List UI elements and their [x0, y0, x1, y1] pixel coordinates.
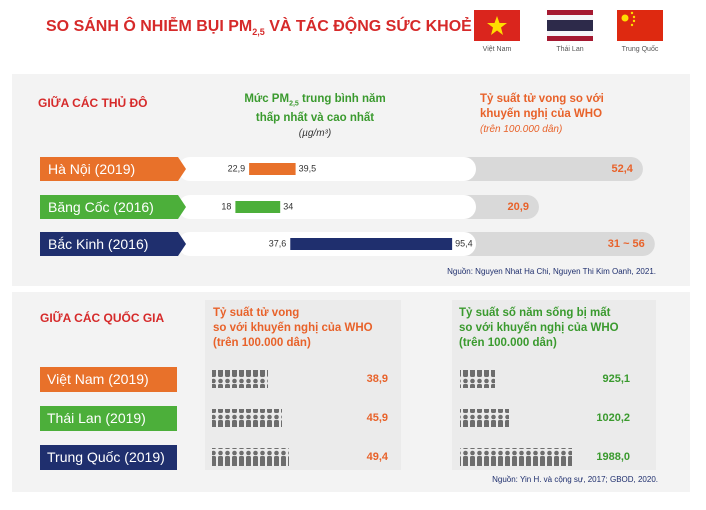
yll-header: Tỷ suất số năm sống bị mất so với khuyến…	[459, 306, 619, 351]
yll-value: 1020,2	[596, 412, 630, 424]
flag-star	[632, 15, 636, 19]
header-note: (µg/m³)	[298, 128, 332, 140]
mortality-header: Tỷ suất tử vong so với khuyến nghị của W…	[213, 306, 373, 351]
mortality-label: 20,9	[508, 201, 529, 213]
yll-value: 925,1	[602, 373, 630, 385]
header-note: (trên 100.000 dân)	[480, 124, 563, 135]
pm-min-label: 22,9	[228, 163, 246, 173]
header-text: thấp nhất và cao nhất	[255, 112, 375, 125]
row-label: Việt Nam (2019)	[40, 367, 177, 392]
icons	[460, 370, 495, 388]
flag-label: Thái Lan	[556, 46, 584, 53]
capitals-chart: 22,9 39,5 52,4 18 34 20,9 37,6 95,4 31 ~ 56	[178, 157, 655, 256]
section-heading: GIỮA CÁC THỦ ĐÔ	[38, 96, 148, 110]
row-label: Trung Quốc (2019)	[40, 445, 177, 470]
section-heading: GIỮA CÁC QUỐC GIA	[40, 311, 165, 325]
pm-min-label: 18	[221, 201, 231, 211]
header-text: Tỷ suất tử vong	[213, 307, 300, 319]
pm-min-label: 37,6	[269, 238, 287, 248]
title-text: VÀ TÁC ĐỘNG SỨC KHOẺ	[264, 18, 472, 35]
source: Nguồn: Yin H. và cộng sự, 2017; GBOD, 20…	[492, 475, 658, 484]
icons	[212, 409, 282, 427]
mortality-header: Tỷ suất tử vong so với khuyến nghị của W…	[480, 92, 604, 137]
flag-star	[630, 23, 634, 27]
yll-value: 1988,0	[596, 451, 630, 463]
source: Nguồn: Nguyen Nhat Ha Chi, Nguyen Thi Ki…	[447, 267, 656, 276]
header-text: trung bình năm	[298, 93, 386, 105]
pm-max-label: 95,4	[455, 238, 473, 248]
mortality-pill	[440, 157, 643, 181]
icons	[212, 370, 268, 388]
flag-stripe	[547, 20, 593, 31]
flag-star	[621, 14, 629, 22]
mortality-label: 52,4	[611, 163, 633, 175]
flag-star	[630, 11, 634, 15]
mortality-value: 49,4	[366, 451, 388, 463]
pm-max-label: 39,5	[299, 163, 317, 173]
flag-star	[487, 16, 507, 35]
header-sub: 2,5	[289, 100, 299, 108]
pm-header: Mức PM2,5 trung bình năm thấp nhất và ca…	[215, 92, 415, 141]
flags	[474, 10, 663, 41]
icons	[460, 448, 572, 466]
header-text: (trên 100.000 dân)	[459, 337, 557, 349]
header-text: Tỷ suất số năm sống bị mất	[459, 307, 611, 319]
pm-range-bar	[235, 201, 281, 213]
row-label: Băng Cốc (2016)	[40, 195, 186, 219]
title: SO SÁNH Ô NHIỄM BỤI PM2,5 VÀ TÁC ĐỘNG SỨ…	[46, 18, 472, 37]
flag-label: Trung Quốc	[621, 46, 659, 53]
header-text: Tỷ suất tử vong so với	[480, 93, 604, 105]
pm-range-bar	[249, 163, 296, 175]
mortality-value: 38,9	[366, 373, 388, 385]
header-text: Mức PM	[244, 93, 290, 105]
pm-range-bar	[290, 238, 453, 250]
title-text: SO SÁNH Ô NHIỄM BỤI PM	[46, 18, 253, 35]
title-sub: 2,5	[252, 27, 265, 38]
header-text: so với khuyến nghị của WHO	[213, 322, 373, 334]
pm-max-label: 34	[283, 201, 293, 211]
row-label: Bắc Kinh (2016)	[40, 232, 186, 256]
icons	[460, 409, 509, 427]
mortality-pill	[440, 232, 655, 256]
mortality-value: 45,9	[366, 412, 388, 424]
header-text: so với khuyến nghị của WHO	[459, 322, 619, 334]
mortality-label: 31 ~ 56	[608, 238, 645, 250]
row-label: Hà Nội (2019)	[40, 157, 186, 181]
flag-star	[632, 19, 636, 23]
icons	[212, 448, 289, 466]
row-label: Thái Lan (2019)	[40, 406, 177, 431]
flag-label: Việt Nam	[482, 46, 512, 53]
header-text: (trên 100.000 dân)	[213, 337, 311, 349]
header-text: khuyến nghị của WHO	[480, 108, 603, 120]
